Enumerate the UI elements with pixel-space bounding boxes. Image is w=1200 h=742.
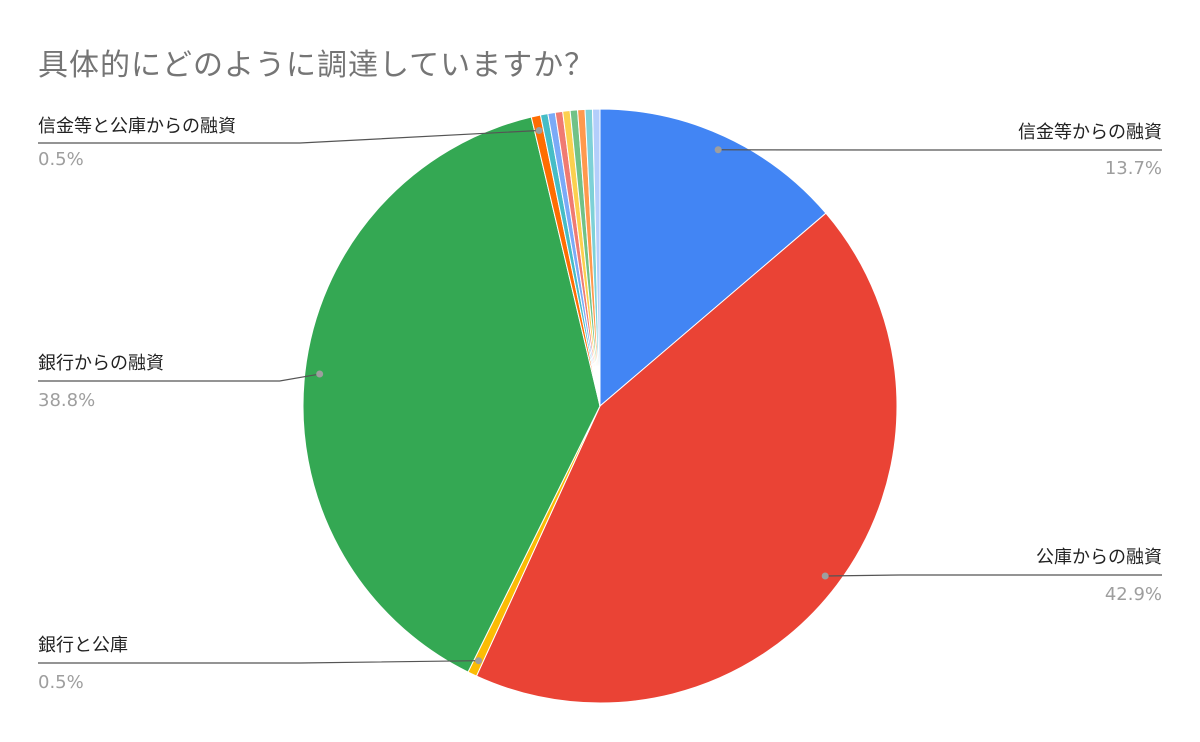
leader-line	[38, 129, 540, 144]
pie-slice	[599, 108, 827, 408]
pie-labels: 信金等からの融資 13.7% 公庫からの融資 42.9% 銀行と公庫 0.5% 銀行からの融…	[38, 116, 1162, 693]
leader-dot	[821, 572, 829, 580]
leader-dot	[316, 370, 324, 378]
leader-line	[38, 660, 479, 664]
pie-slice	[591, 108, 601, 407]
slice-percent: 42.9%	[1105, 584, 1162, 605]
slice-percent: 38.8%	[38, 390, 95, 411]
slice-label: 信金等と公庫からの融資	[38, 116, 236, 137]
slice-label: 公庫からの融資	[1036, 547, 1162, 568]
leader-dot	[475, 657, 483, 665]
slice-percent: 0.5%	[38, 672, 84, 693]
pie-slices	[302, 108, 898, 704]
slice-label: 信金等からの融資	[1018, 122, 1162, 143]
leader-dot	[535, 127, 543, 135]
leader-line	[38, 373, 320, 382]
slice-label: 銀行からの融資	[38, 353, 164, 374]
slice-percent: 0.5%	[38, 149, 84, 170]
slice-label: 銀行と公庫	[38, 635, 128, 656]
leader-line	[825, 574, 1162, 577]
leader-dot	[714, 146, 722, 154]
pie-slice	[475, 212, 898, 704]
slice-percent: 13.7%	[1105, 158, 1162, 179]
pie-slice	[302, 116, 601, 673]
chart-title: 具体的にどのように調達していますか？	[38, 48, 596, 83]
